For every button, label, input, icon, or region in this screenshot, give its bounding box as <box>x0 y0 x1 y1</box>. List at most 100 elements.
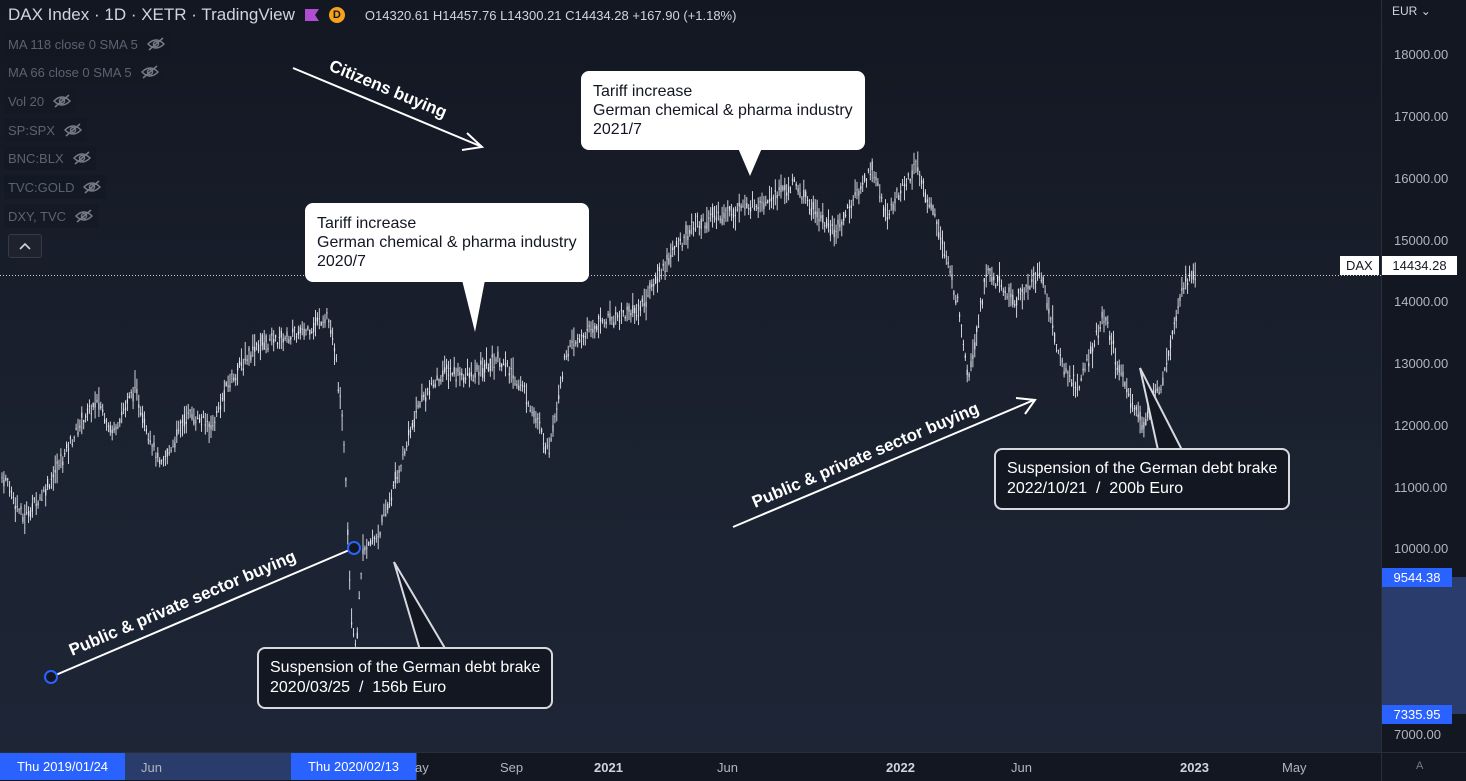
candle-body <box>696 215 698 217</box>
candle-body <box>512 375 514 379</box>
candle-body <box>569 345 571 347</box>
candle-body <box>712 207 714 218</box>
indicator-legend-item[interactable]: Vol 20 <box>4 89 77 113</box>
candle-body <box>466 373 469 375</box>
eye-off-icon[interactable] <box>52 94 72 108</box>
candle-body <box>634 307 636 314</box>
candle-body <box>664 270 666 272</box>
candles-layer <box>1 151 1196 654</box>
indicator-legend-item[interactable]: MA 118 close 0 SMA 5 <box>4 32 170 56</box>
candle-body <box>997 275 999 283</box>
candle-body <box>636 315 638 317</box>
tariff-2020-callout[interactable]: Tariff increase German chemical & pharma… <box>305 203 589 282</box>
flag-icon[interactable] <box>304 9 319 21</box>
candle-body <box>461 372 463 376</box>
candle-body <box>115 426 117 430</box>
candle-body <box>333 347 336 352</box>
candle-body <box>136 389 138 394</box>
eye-off-icon[interactable] <box>74 209 94 223</box>
candle-body <box>938 232 940 238</box>
candle-body <box>563 356 565 358</box>
candle-body <box>195 421 197 423</box>
candle-body <box>852 199 854 201</box>
indicator-legend-item[interactable]: SP:SPX <box>4 118 87 142</box>
candle-body <box>96 399 98 402</box>
debt-brake-2020-callout[interactable]: Suspension of the German debt brake 2020… <box>257 647 554 709</box>
price-tick: 11000.00 <box>1394 479 1448 495</box>
candle-body <box>294 326 296 328</box>
delayed-data-badge[interactable]: D <box>328 7 345 23</box>
debt-brake-2022-callout[interactable]: Suspension of the German debt brake 2022… <box>994 448 1291 510</box>
symbol-title[interactable]: DAX Index · 1D · XETR · TradingView <box>8 5 295 24</box>
eye-off-icon[interactable] <box>140 65 160 79</box>
candle-body <box>383 514 385 516</box>
tariff-2021-callout[interactable]: Tariff increase German chemical & pharma… <box>581 71 865 150</box>
range-end-date-tag: Thu 2020/02/13 <box>291 753 416 780</box>
candle-body <box>26 512 28 514</box>
indicator-legend-item[interactable]: BNC:BLX <box>4 146 96 170</box>
candle-body <box>983 278 985 283</box>
candle-body <box>320 322 322 326</box>
indicator-legend-item[interactable]: DXY, TVC <box>4 204 99 228</box>
candle-body <box>489 359 491 372</box>
eye-off-icon[interactable] <box>63 123 83 137</box>
eye-off-icon[interactable] <box>146 37 166 51</box>
indicator-legend-item[interactable]: MA 66 close 0 SMA 5 <box>4 60 164 84</box>
candle-body <box>396 477 398 479</box>
candle-body <box>451 372 453 375</box>
candle-body <box>143 418 146 428</box>
eye-off-icon[interactable] <box>82 180 102 194</box>
candle-body <box>1131 402 1134 404</box>
trendline-start-handle[interactable] <box>44 670 58 684</box>
candle-body <box>229 385 231 388</box>
candle-body <box>16 506 18 508</box>
candle-body <box>314 317 317 326</box>
candle-body <box>979 301 982 303</box>
candle-body <box>43 490 45 492</box>
candle-body <box>470 372 472 377</box>
candle-body <box>178 429 180 431</box>
candle-body <box>788 186 790 193</box>
candle-body <box>881 197 883 199</box>
candle-body <box>360 573 362 575</box>
candle-body <box>850 205 852 209</box>
candle-body <box>778 187 780 191</box>
candle-body <box>265 335 267 343</box>
candle-body <box>516 384 518 386</box>
candle-body <box>989 268 991 271</box>
candle-body <box>936 221 938 225</box>
collapse-legend-button[interactable] <box>8 234 42 258</box>
candle-body <box>14 505 16 509</box>
candle-body <box>890 204 892 206</box>
trendline-end-handle[interactable] <box>347 541 361 555</box>
candle-body <box>824 225 826 227</box>
candle-body <box>126 399 128 404</box>
candle-body <box>354 643 356 645</box>
public-private-buying-arrow-2022 <box>732 397 1037 528</box>
candle-body <box>915 161 917 163</box>
candle-body <box>381 514 383 523</box>
candle-body <box>438 378 440 382</box>
candle-body <box>1063 371 1065 375</box>
currency-selector[interactable]: EUR ⌄ <box>1392 4 1431 18</box>
price-chart[interactable]: Citizens buying Public & private sector … <box>0 0 1381 752</box>
candle-body <box>1175 316 1177 321</box>
candle-body <box>592 328 594 333</box>
candle-body <box>288 339 290 343</box>
indicator-label: SP:SPX <box>8 122 55 138</box>
time-tick: 2021 <box>594 760 623 775</box>
indicator-legend-item[interactable]: TVC:GOLD <box>4 175 107 199</box>
candle-body <box>510 368 512 370</box>
candle-body <box>24 513 26 515</box>
candle-body <box>322 322 324 324</box>
eye-off-icon[interactable] <box>72 151 92 165</box>
candle-body <box>242 368 244 371</box>
auto-scale-button[interactable]: A <box>1416 760 1424 772</box>
candle-body <box>149 440 151 443</box>
candle-body <box>161 460 163 462</box>
range-start-date-tag: Thu 2019/01/24 <box>0 753 125 780</box>
candle-body <box>911 170 913 179</box>
candle-body <box>797 188 799 193</box>
candle-body <box>753 207 755 210</box>
candle-body <box>1192 270 1194 280</box>
